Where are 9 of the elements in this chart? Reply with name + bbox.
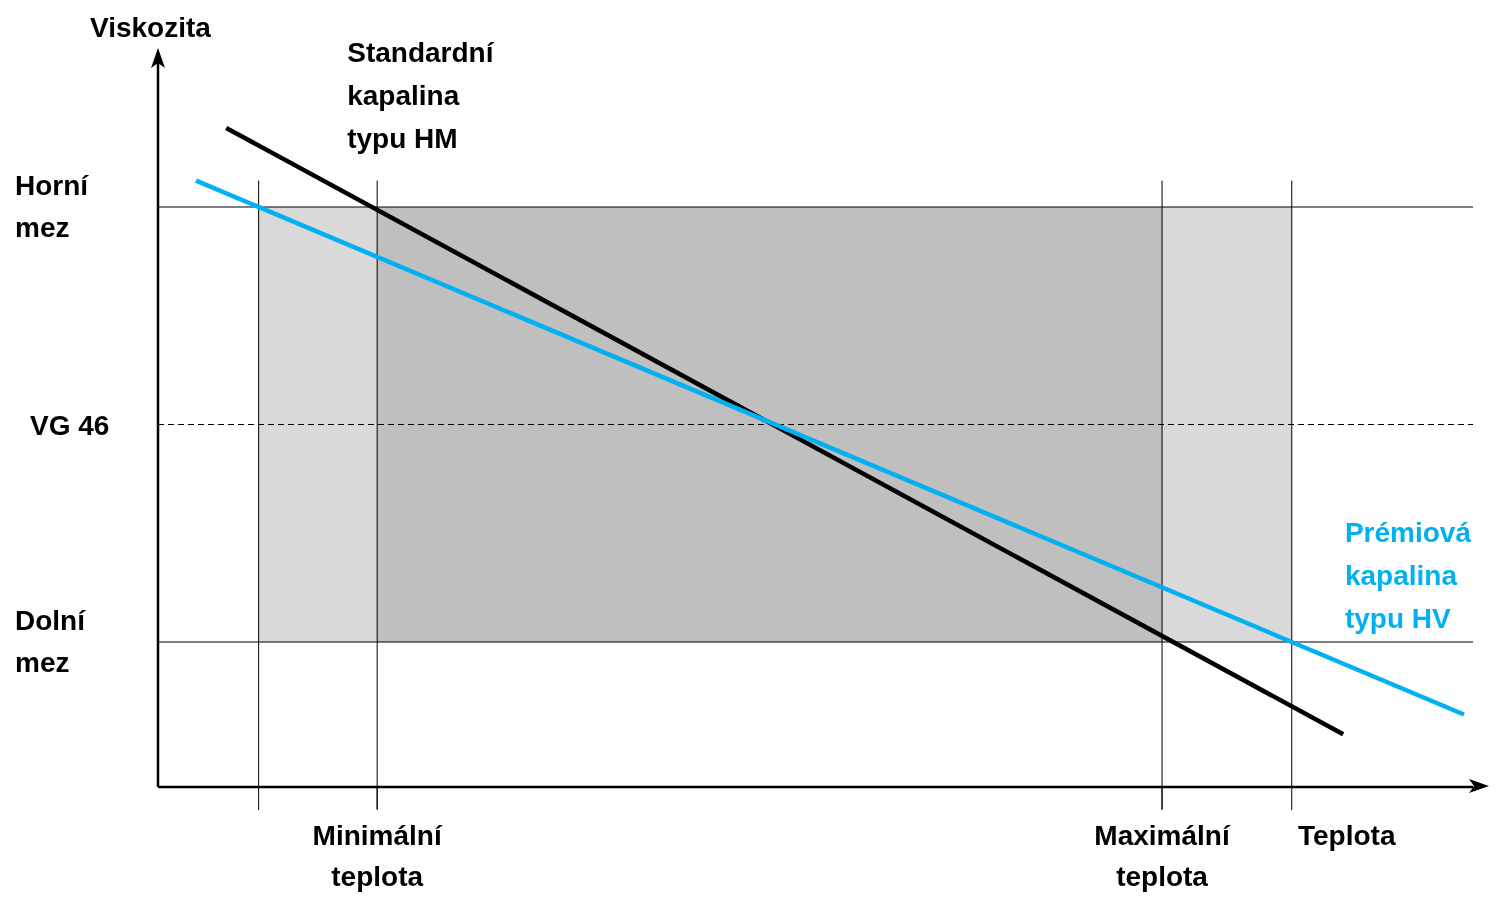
ref-line-label: Horní mez xyxy=(15,170,90,243)
ref-line-label: VG 46 xyxy=(30,409,110,441)
ref-line-label: Dolní mez xyxy=(15,605,87,678)
series-label: Prémiová kapalina typu HV xyxy=(1344,516,1472,634)
x-tick-label: Maximální teplota xyxy=(1094,820,1231,892)
y-axis-title: Viskozita xyxy=(90,12,211,44)
x-axis-title: Teplota xyxy=(1298,820,1396,852)
x-tick-label: Minimální teplota xyxy=(312,820,443,892)
series-label: Standardní kapalina typu HM xyxy=(347,36,495,154)
